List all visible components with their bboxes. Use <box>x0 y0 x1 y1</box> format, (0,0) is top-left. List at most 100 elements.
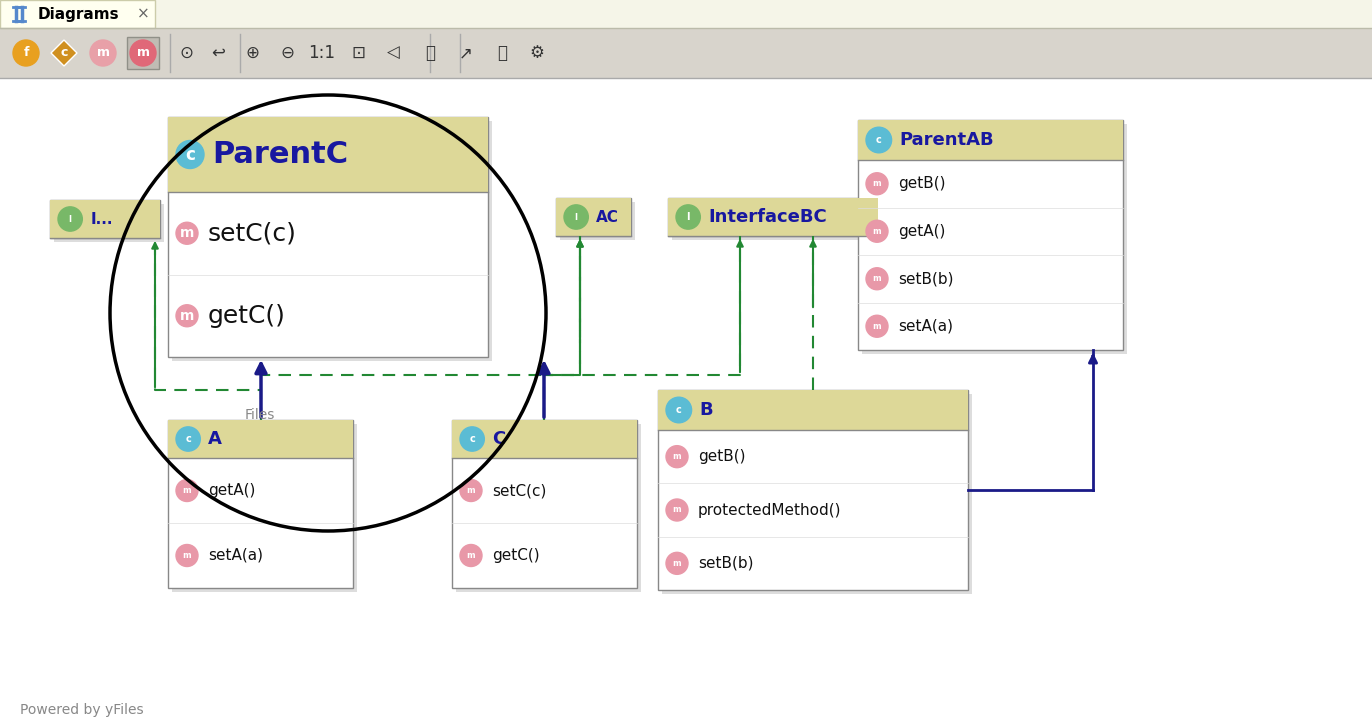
Text: ↗: ↗ <box>460 44 473 62</box>
Circle shape <box>176 480 198 502</box>
Circle shape <box>866 173 888 195</box>
Circle shape <box>176 305 198 327</box>
Circle shape <box>665 397 691 423</box>
Text: I: I <box>686 212 690 222</box>
Text: m: m <box>672 452 682 461</box>
Text: ParentAB: ParentAB <box>900 131 995 149</box>
Text: c: c <box>875 135 882 145</box>
Text: setB(b): setB(b) <box>899 272 954 286</box>
Text: ParentC: ParentC <box>213 140 348 169</box>
FancyBboxPatch shape <box>167 117 488 357</box>
Circle shape <box>460 427 484 451</box>
FancyBboxPatch shape <box>862 124 1126 354</box>
Text: f: f <box>23 47 29 60</box>
Circle shape <box>176 427 200 451</box>
Text: c: c <box>185 146 195 164</box>
FancyBboxPatch shape <box>54 204 165 242</box>
FancyBboxPatch shape <box>0 0 155 28</box>
Text: setC(c): setC(c) <box>209 221 296 245</box>
Circle shape <box>564 205 589 229</box>
FancyBboxPatch shape <box>0 28 1372 78</box>
Text: 💾: 💾 <box>425 44 435 62</box>
FancyBboxPatch shape <box>49 200 161 238</box>
Circle shape <box>91 40 117 66</box>
FancyBboxPatch shape <box>556 198 631 236</box>
Text: I: I <box>69 215 71 223</box>
Text: Powered by yFiles: Powered by yFiles <box>21 703 144 717</box>
FancyBboxPatch shape <box>560 202 635 240</box>
Text: I...: I... <box>91 212 113 226</box>
Text: m: m <box>182 486 191 495</box>
Circle shape <box>665 499 687 521</box>
FancyBboxPatch shape <box>0 0 1372 28</box>
Text: m: m <box>466 486 475 495</box>
Text: getA(): getA() <box>209 483 255 498</box>
Text: ⚙: ⚙ <box>530 44 545 62</box>
Text: ⊡: ⊡ <box>351 44 365 62</box>
FancyBboxPatch shape <box>858 120 1124 160</box>
Text: c: c <box>185 434 191 444</box>
Text: getA(): getA() <box>899 223 945 239</box>
Circle shape <box>866 221 888 242</box>
Text: setA(a): setA(a) <box>209 548 263 563</box>
Text: c: c <box>469 434 475 444</box>
FancyBboxPatch shape <box>167 420 353 588</box>
Text: getB(): getB() <box>698 449 745 464</box>
FancyBboxPatch shape <box>556 198 631 236</box>
Text: Diagrams: Diagrams <box>38 7 119 22</box>
Circle shape <box>665 446 687 467</box>
Text: setB(b): setB(b) <box>698 556 753 571</box>
Circle shape <box>866 315 888 337</box>
FancyBboxPatch shape <box>167 117 488 192</box>
Text: m: m <box>180 309 195 323</box>
Text: AC: AC <box>597 210 619 224</box>
FancyBboxPatch shape <box>0 78 1372 728</box>
Text: ⊖: ⊖ <box>280 44 294 62</box>
Text: c: c <box>676 405 682 415</box>
FancyBboxPatch shape <box>672 202 882 240</box>
Text: setA(a): setA(a) <box>899 319 954 333</box>
Text: m: m <box>873 274 881 283</box>
Text: getC(): getC() <box>209 304 285 328</box>
Circle shape <box>130 40 156 66</box>
Text: ◁: ◁ <box>387 44 399 62</box>
Circle shape <box>460 480 482 502</box>
Text: B: B <box>700 401 713 419</box>
Text: 🖨: 🖨 <box>497 44 508 62</box>
Text: m: m <box>96 47 110 60</box>
Text: ⊕: ⊕ <box>246 44 259 62</box>
FancyBboxPatch shape <box>128 37 159 69</box>
FancyBboxPatch shape <box>659 390 969 590</box>
Text: m: m <box>466 551 475 560</box>
Text: Files: Files <box>246 408 276 422</box>
Text: m: m <box>672 559 682 568</box>
Text: ×: × <box>137 7 150 22</box>
Text: C: C <box>493 430 505 448</box>
Text: m: m <box>180 226 195 240</box>
FancyBboxPatch shape <box>858 120 1124 350</box>
Polygon shape <box>51 40 77 66</box>
Text: ↩: ↩ <box>211 44 225 62</box>
Circle shape <box>665 553 687 574</box>
FancyBboxPatch shape <box>668 198 878 236</box>
Text: m: m <box>672 505 682 515</box>
Text: setC(c): setC(c) <box>493 483 546 498</box>
Text: m: m <box>873 226 881 236</box>
Text: InterfaceBC: InterfaceBC <box>708 208 827 226</box>
Text: 1:1: 1:1 <box>309 44 336 62</box>
Circle shape <box>12 40 38 66</box>
Text: getB(): getB() <box>899 176 945 191</box>
Circle shape <box>176 545 198 566</box>
Text: protectedMethod(): protectedMethod() <box>698 502 841 518</box>
Circle shape <box>866 127 892 153</box>
Text: m: m <box>873 322 881 331</box>
Text: c: c <box>60 47 67 60</box>
Text: m: m <box>182 551 191 560</box>
FancyBboxPatch shape <box>659 390 969 430</box>
FancyBboxPatch shape <box>167 420 353 458</box>
Text: I: I <box>575 213 578 221</box>
Circle shape <box>176 141 204 168</box>
FancyBboxPatch shape <box>456 424 641 592</box>
Text: m: m <box>136 47 150 60</box>
Text: m: m <box>873 179 881 189</box>
